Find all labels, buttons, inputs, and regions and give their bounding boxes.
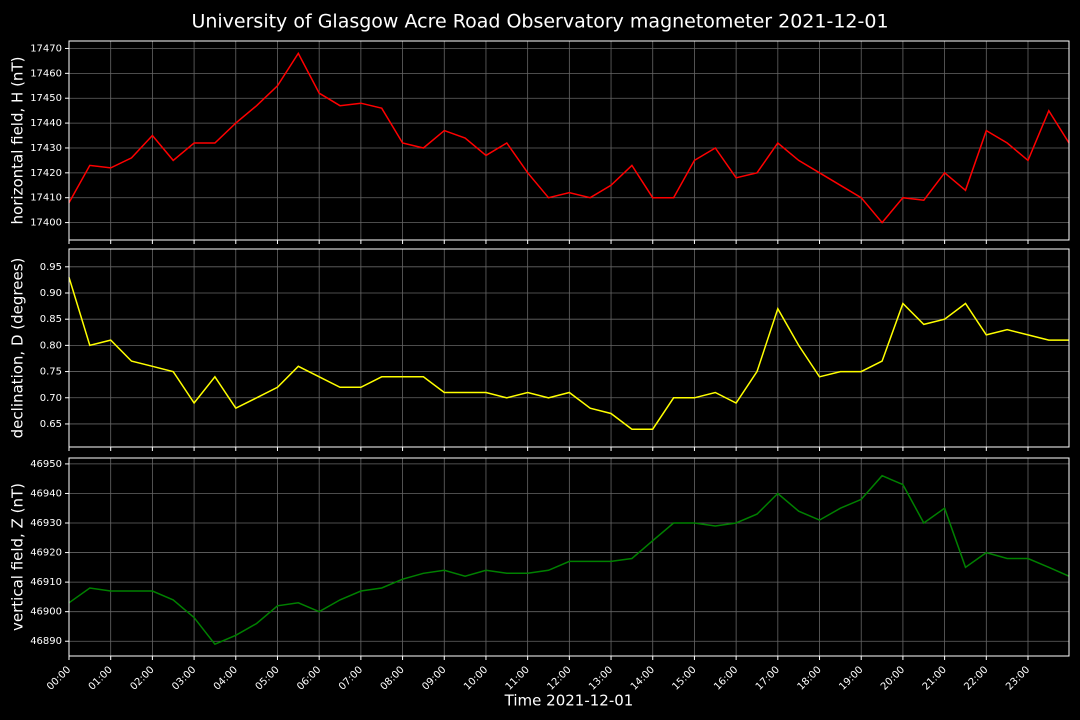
- y-tick-label: 17430: [30, 143, 62, 154]
- y-tick-label: 17420: [30, 168, 62, 179]
- y-tick-label: 17460: [30, 68, 62, 79]
- y-tick-label: 17450: [30, 93, 62, 104]
- figure-title: University of Glasgow Acre Road Observat…: [191, 11, 888, 33]
- data-line: [68, 277, 1069, 430]
- y-tick-label: 17410: [30, 193, 62, 204]
- y-tick-label: 46950: [30, 459, 62, 470]
- y-tick-label: 0.95: [40, 262, 62, 273]
- y-tick-label: 0.65: [40, 419, 62, 430]
- y-axis-label: declination, D (degrees): [9, 258, 27, 439]
- y-tick-label: 17400: [30, 218, 62, 229]
- y-tick-label: 46930: [30, 518, 62, 529]
- y-tick-label: 46890: [30, 636, 62, 647]
- data-line: [68, 51, 1070, 224]
- y-axis-label: horizontal field, H (nT): [9, 57, 27, 225]
- plot-frame: [68, 457, 1070, 657]
- y-axis-label: vertical field, Z (nT): [9, 483, 27, 631]
- y-tick-label: 0.75: [40, 367, 62, 378]
- y-tick-label: 0.90: [40, 288, 62, 299]
- y-tick-label: 17470: [30, 43, 62, 54]
- y-tick-label: 0.85: [40, 314, 62, 325]
- y-tick-label: 46910: [30, 577, 62, 588]
- plot-frame: [68, 40, 1070, 241]
- data-line: [68, 474, 1070, 646]
- y-tick-label: 46940: [30, 488, 62, 499]
- y-tick-label: 46920: [30, 548, 62, 559]
- y-tick-label: 46900: [30, 607, 62, 618]
- y-tick-label: 17440: [30, 118, 62, 129]
- y-tick-label: 0.70: [40, 393, 62, 404]
- x-axis-label: Time 2021-12-01: [504, 692, 634, 710]
- plot-frame: [68, 248, 1070, 448]
- y-tick-label: 0.80: [40, 340, 62, 351]
